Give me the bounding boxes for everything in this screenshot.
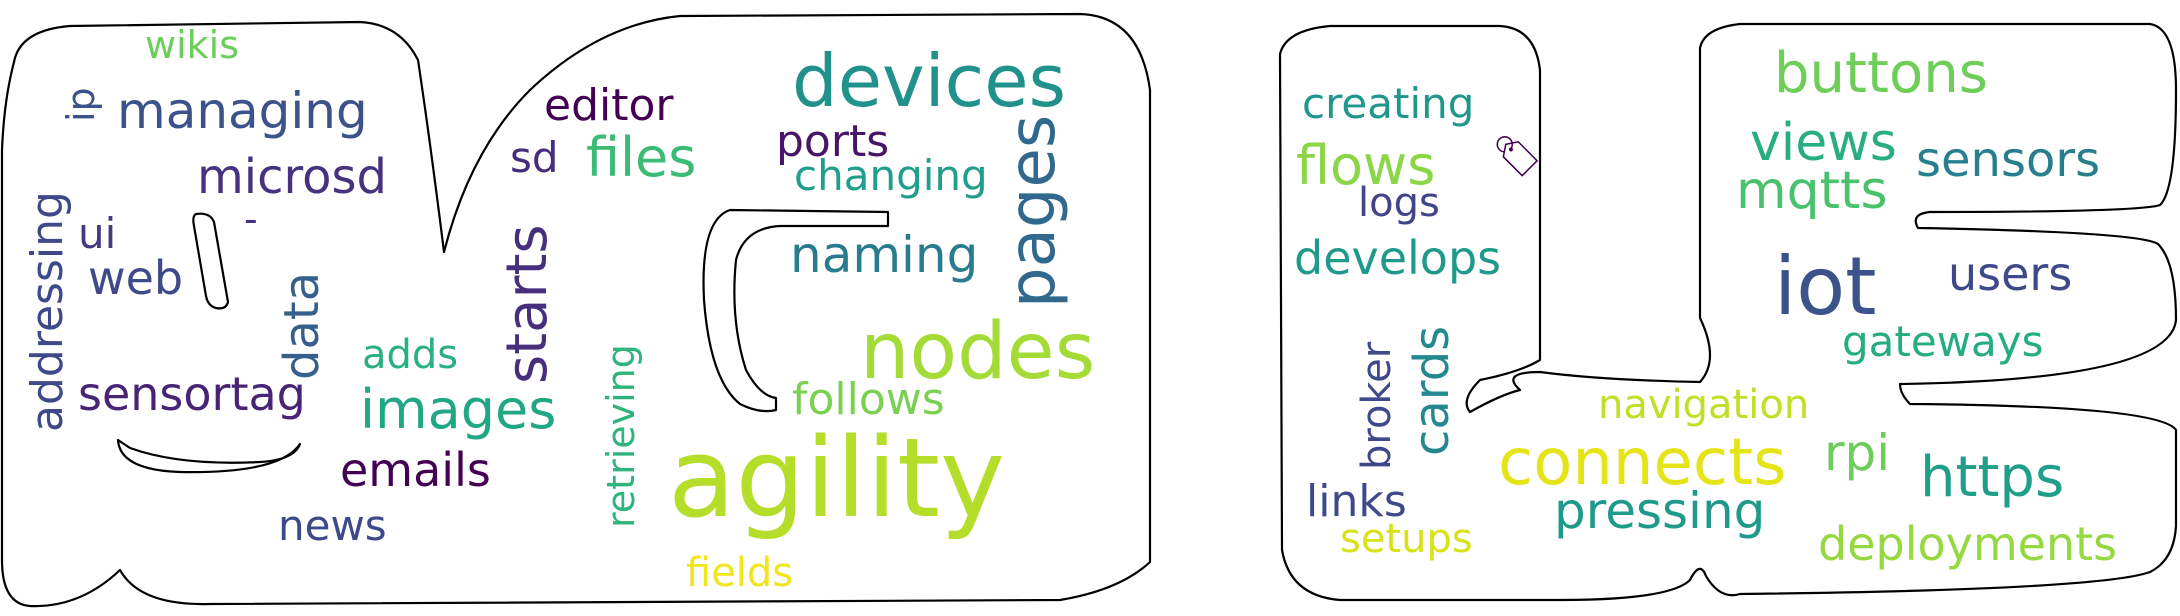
word-wikis: wikis: [145, 23, 239, 67]
word-setups: setups: [1340, 516, 1473, 562]
outline-right-shape: [1278, 22, 2178, 602]
word-links: links: [1306, 476, 1407, 527]
word-editor: editor: [544, 80, 674, 131]
word-retrieving: retrieving: [599, 344, 643, 528]
word-devices: devices: [792, 39, 1066, 123]
word-develops: develops: [1294, 231, 1501, 285]
word-fields: fields: [686, 550, 793, 596]
word-iot: iot: [1774, 240, 1877, 333]
word-buttons: buttons: [1774, 41, 1988, 106]
word-news: news: [278, 501, 387, 550]
word-images: images: [360, 378, 556, 441]
word-data: data: [274, 272, 330, 380]
word-emails: emails: [340, 443, 491, 497]
word-users: users: [1948, 247, 2072, 301]
word-ip: ip: [59, 87, 103, 122]
word-gateways: gateways: [1842, 317, 2044, 366]
outline-left-inner-hole: [192, 212, 230, 310]
word-sensortag: sensortag: [78, 367, 306, 421]
word-managing: managing: [117, 82, 368, 140]
word-files: files: [586, 126, 696, 189]
word-broker: broker: [1354, 341, 1400, 470]
word-flows: flows: [1296, 134, 1435, 197]
word-adds: adds: [362, 332, 458, 378]
word-tag-glyph: 🏷: [1492, 134, 1543, 180]
word-connects: connects: [1498, 426, 1786, 500]
word-follows: follows: [792, 374, 945, 425]
word-changing: changing: [794, 151, 988, 200]
word-https: https: [1920, 445, 2064, 510]
word-agility: agility: [668, 414, 1005, 542]
outline-left-shape: [0, 12, 1152, 608]
outline-left-bottom-notch: [116, 438, 302, 474]
word-naming: naming: [790, 226, 978, 284]
word-sd: sd: [510, 133, 559, 182]
word-ui: ui: [78, 209, 116, 258]
word-web: web: [88, 251, 183, 305]
word-starts: starts: [495, 224, 560, 384]
word-dash: -: [244, 197, 258, 241]
words: wikis ip managing addressing microsd ui …: [22, 23, 2117, 596]
word-deployments: deployments: [1818, 517, 2117, 571]
word-mqtts: mqtts: [1736, 161, 1888, 221]
outline-left-c-cutout: [702, 208, 890, 413]
word-pressing: pressing: [1554, 482, 1765, 540]
word-sensors: sensors: [1916, 132, 2100, 188]
word-views: views: [1750, 113, 1897, 173]
word-ports: ports: [776, 116, 889, 167]
word-microsd: microsd: [197, 149, 387, 205]
shape-outlines: [0, 12, 2178, 608]
word-pages: pages: [996, 115, 1070, 308]
word-rpi: rpi: [1824, 424, 1890, 482]
word-navigation: navigation: [1598, 382, 1809, 428]
word-addressing: addressing: [22, 191, 73, 432]
word-nodes: nodes: [860, 307, 1095, 397]
word-creating: creating: [1302, 79, 1474, 128]
word-logs: logs: [1358, 180, 1440, 226]
word-cards: cards: [1404, 326, 1460, 456]
